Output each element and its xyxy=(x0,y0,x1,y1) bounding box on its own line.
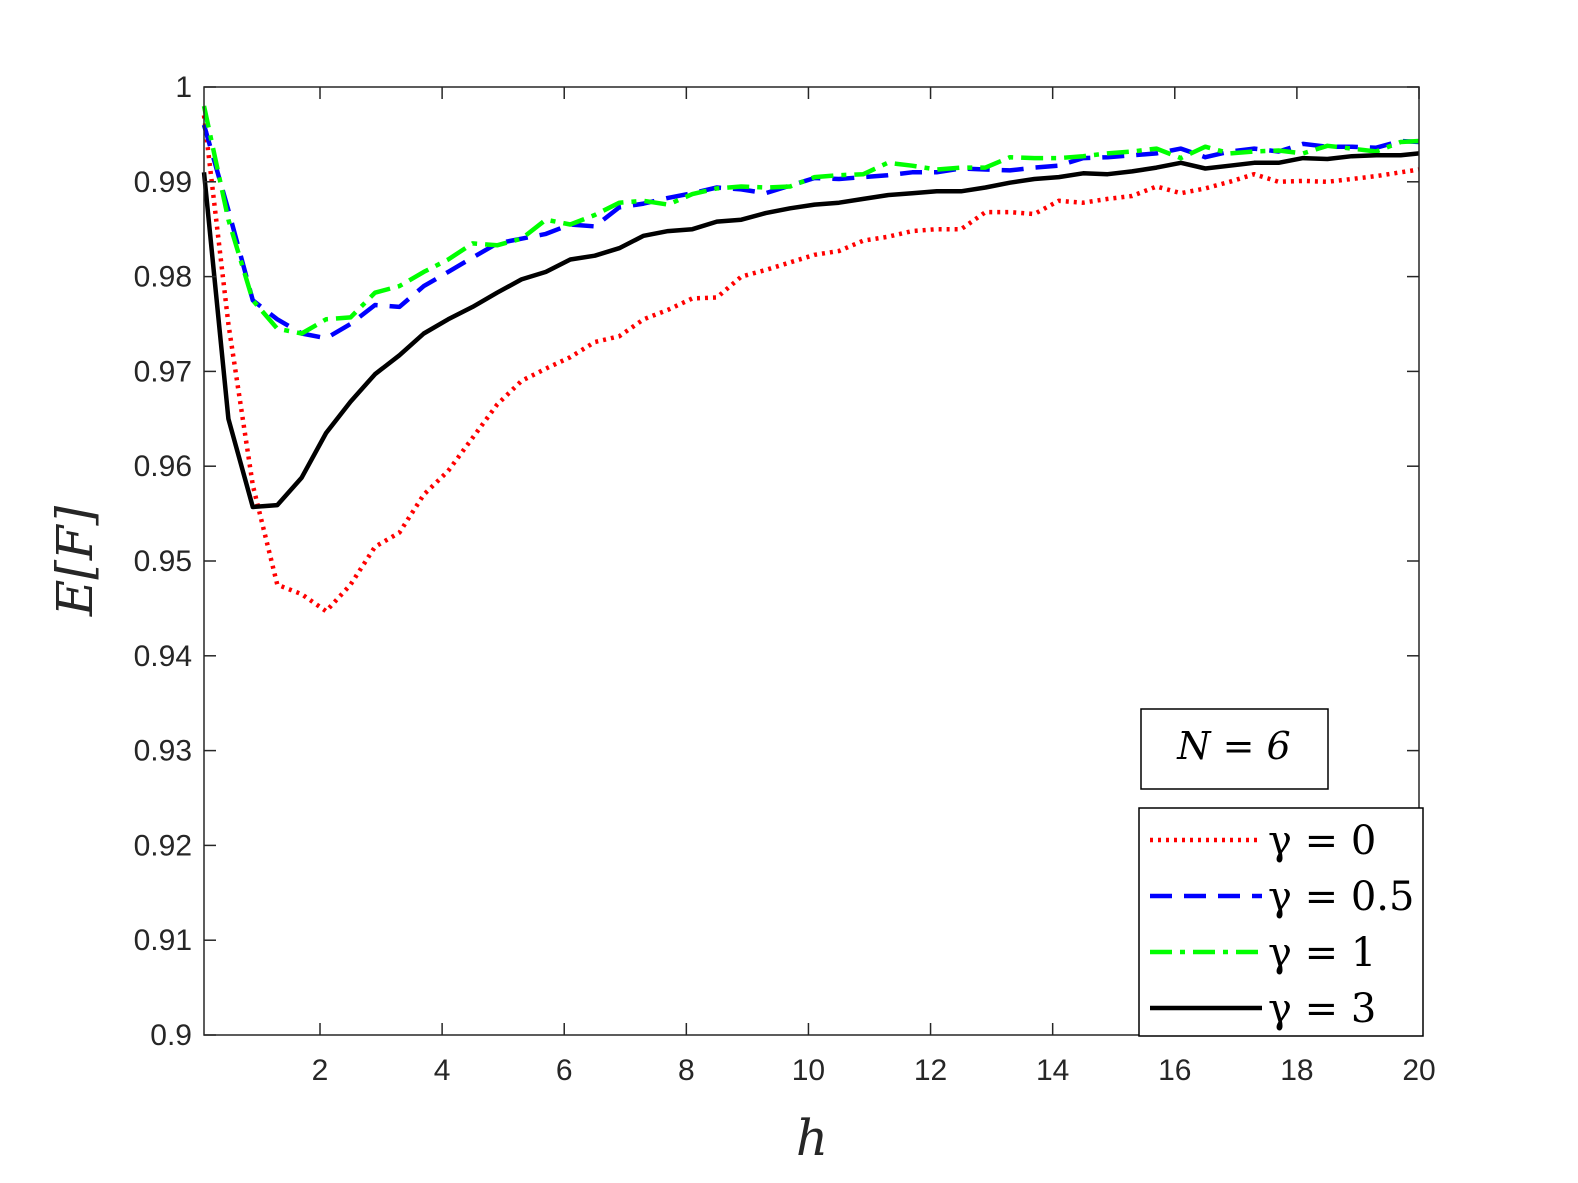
legend-label-0: γ = 0 xyxy=(1268,818,1376,864)
y-tick-label: 0.92 xyxy=(134,829,192,862)
y-tick-label: 0.97 xyxy=(134,355,192,388)
y-tick-label: 0.93 xyxy=(134,735,192,768)
series-line-3 xyxy=(201,151,1420,510)
y-tick-label: 0.91 xyxy=(134,924,192,957)
legend-box xyxy=(1138,807,1424,1037)
x-tick-label: 14 xyxy=(1036,1054,1069,1087)
y-tick-label: 0.96 xyxy=(134,450,192,483)
y-axis-label: E[F] xyxy=(46,505,104,617)
y-tick-label: 0.98 xyxy=(134,261,192,294)
y-tick-label: 0.94 xyxy=(134,640,192,673)
ticks-group: 2 4 6 8 10 12 14 16 18 20 0.9 0.91 0.92 0.93 0.94 0.95 0… xyxy=(134,71,1436,1087)
y-tick-label: 0.9 xyxy=(150,1019,192,1052)
x-tick-label: 18 xyxy=(1280,1054,1313,1087)
x-tick-label: 12 xyxy=(914,1054,947,1087)
legend-label-2: γ = 1 xyxy=(1268,930,1376,976)
x-tick-label: 2 xyxy=(312,1054,329,1087)
annotation-text: N = 6 xyxy=(1176,724,1290,768)
x-tick-label: 6 xyxy=(556,1054,573,1087)
y-tick-label: 1 xyxy=(175,71,192,104)
x-tick-label: 8 xyxy=(678,1054,695,1087)
series-line-0 xyxy=(201,115,1420,614)
y-tick-label: 0.95 xyxy=(134,545,192,578)
legend: γ = 0 γ = 0.5 γ = 1 γ = 3 xyxy=(1138,807,1424,1037)
x-tick-label: 4 xyxy=(434,1054,451,1087)
legend-label-1: γ = 0.5 xyxy=(1268,874,1414,920)
series-group xyxy=(201,105,1420,614)
annotation-box: N = 6 xyxy=(1140,708,1329,790)
legend-label-3: γ = 3 xyxy=(1268,986,1376,1032)
x-axis-label: h xyxy=(796,1109,828,1167)
y-tick-label: 0.99 xyxy=(134,166,192,199)
series-line-2 xyxy=(201,105,1420,336)
x-tick-label: 10 xyxy=(792,1054,825,1087)
x-tick-label: 16 xyxy=(1158,1054,1191,1087)
x-tick-label: 20 xyxy=(1402,1054,1435,1087)
